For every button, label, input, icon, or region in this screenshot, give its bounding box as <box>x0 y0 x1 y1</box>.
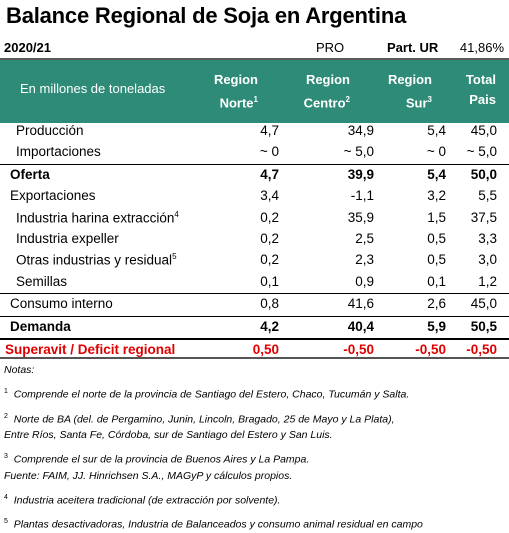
table-row: Importaciones ~ 0 ~ 5,0 ~ 0 ~ 5,0 <box>0 142 509 163</box>
cell-sur: 0,1 <box>427 273 446 289</box>
table-header: En millones de toneladas Region Norte1 R… <box>0 58 509 123</box>
cell-norte: 0,1 <box>260 273 279 289</box>
cell-centro: 41,6 <box>347 296 374 312</box>
cell-sur: 5,9 <box>427 318 446 334</box>
col-header-region-norte: Region Norte1 <box>213 72 258 111</box>
table-body: Producción 4,7 34,9 5,4 45,0 Importacion… <box>0 121 509 361</box>
row-label: Exportaciones <box>10 188 96 204</box>
campaign-label: 2020/21 <box>4 40 51 55</box>
cell-sur: 5,4 <box>427 123 446 138</box>
cell-total: 45,0 <box>470 123 497 138</box>
cell-centro: 39,9 <box>347 166 374 182</box>
cell-norte: 0,50 <box>252 341 279 357</box>
table-row: Semillas 0,1 0,9 0,1 1,2 <box>0 272 509 293</box>
footnotes: Notas: 1 Comprende el norte de la provin… <box>4 362 508 533</box>
footnote-2-cont: Entre Ríos, Santa Fe, Córdoba, sur de Sa… <box>4 429 333 441</box>
table-row: Producción 4,7 34,9 5,4 45,0 <box>0 121 509 142</box>
cell-centro: -1,1 <box>350 188 374 204</box>
cell-total: 37,5 <box>470 209 497 225</box>
subheader-row: 2020/21 PRO Part. UR 41,86% <box>0 38 509 58</box>
row-label: Otras industrias y residual5 <box>16 252 177 268</box>
cell-sur: 0,5 <box>427 252 446 268</box>
table-row: Industria harina extracción4 0,2 35,9 1,… <box>0 208 509 229</box>
col-header-total-pais: Total Pais <box>465 72 496 107</box>
cell-total: 50,0 <box>470 166 497 182</box>
table-row: Oferta 4,7 39,9 5,4 50,0 <box>0 163 509 186</box>
cell-norte: ~ 0 <box>259 144 279 160</box>
table-row: Otras industrias y residual5 0,2 2,3 0,5… <box>0 250 509 271</box>
cell-total: -0,50 <box>466 341 497 357</box>
cell-sur: 3,2 <box>427 188 446 204</box>
row-label: Semillas <box>16 273 68 289</box>
cell-sur: 5,4 <box>427 166 446 182</box>
cell-total: 50,5 <box>470 318 497 334</box>
cell-centro: 2,3 <box>355 252 374 268</box>
cell-norte: 3,4 <box>260 188 279 204</box>
cell-sur: 1,5 <box>427 209 446 225</box>
cell-norte: 0,2 <box>260 209 279 225</box>
cell-total: 3,3 <box>478 230 497 246</box>
footnote-2: 2 Norte de BA (del. de Pergamino, Junin,… <box>4 412 395 426</box>
footnote-3: 3 Comprende el sur de la provincia de Bu… <box>4 453 310 466</box>
cell-centro: -0,50 <box>343 341 374 357</box>
cell-sur: 2,6 <box>427 296 446 312</box>
col-header-region-centro: Region Centro2 <box>303 72 350 111</box>
pro-label: PRO <box>316 40 345 55</box>
footnote-4: 4 Industria aceitera tradicional (de ext… <box>4 493 281 507</box>
cell-centro: 35,9 <box>347 209 374 225</box>
cell-centro: 40,4 <box>347 318 374 334</box>
row-label: Demanda <box>10 318 71 334</box>
cell-total: 5,5 <box>478 188 497 204</box>
table-row: Exportaciones 3,4 -1,1 3,2 5,5 <box>0 186 509 207</box>
row-label: Superavit / Deficit regional <box>5 341 176 357</box>
row-label: Consumo interno <box>10 296 113 312</box>
cell-norte: 4,7 <box>260 123 279 138</box>
cell-centro: 0,9 <box>355 273 374 289</box>
source-note: Fuente: FAIM, JJ. Hinrichsen S.A., MAGyP… <box>4 469 293 482</box>
cell-norte: 0,8 <box>260 296 279 312</box>
footnote-5: 5 Plantas desactivadoras, Industria de B… <box>4 518 423 531</box>
cell-norte: 0,2 <box>260 252 279 268</box>
cell-norte: 4,2 <box>260 318 279 334</box>
cell-norte: 4,7 <box>260 166 279 182</box>
table-row: Consumo interno 0,8 41,6 2,6 45,0 <box>0 293 509 315</box>
cell-centro: 34,9 <box>347 123 374 138</box>
participation-value: 41,86% <box>459 40 504 55</box>
table-row: Superavit / Deficit regional 0,50 -0,50 … <box>0 337 509 361</box>
row-label: Oferta <box>10 166 50 182</box>
cell-centro: ~ 5,0 <box>343 144 374 160</box>
row-label: Industria harina extracción4 <box>16 209 179 226</box>
cell-norte: 0,2 <box>260 230 279 246</box>
cell-centro: 2,5 <box>355 230 374 246</box>
row-label: Industria expeller <box>16 230 119 246</box>
cell-total: 45,0 <box>470 296 497 312</box>
cell-total: 1,2 <box>478 273 497 289</box>
notes-divider <box>0 357 509 359</box>
footnote-1: 1 Comprende el norte de la provincia de … <box>4 388 410 401</box>
table-row: Demanda 4,2 40,4 5,9 50,5 <box>0 315 509 338</box>
cell-total: 3,0 <box>478 252 497 268</box>
page-title: Balance Regional de Soja en Argentina <box>6 3 407 28</box>
unit-label: En millones de toneladas <box>20 81 166 96</box>
cell-total: ~ 5,0 <box>466 144 497 160</box>
participation-label: Part. UR <box>387 40 439 55</box>
row-label: Producción <box>16 123 84 138</box>
cell-sur: -0,50 <box>415 341 446 357</box>
cell-sur: ~ 0 <box>426 144 446 160</box>
table-row: Industria expeller 0,2 2,5 0,5 3,3 <box>0 229 509 250</box>
cell-sur: 0,5 <box>427 230 446 246</box>
row-label: Importaciones <box>16 144 101 160</box>
col-header-region-sur: Region Sur3 <box>387 72 432 111</box>
notes-heading: Notas: <box>4 364 35 376</box>
